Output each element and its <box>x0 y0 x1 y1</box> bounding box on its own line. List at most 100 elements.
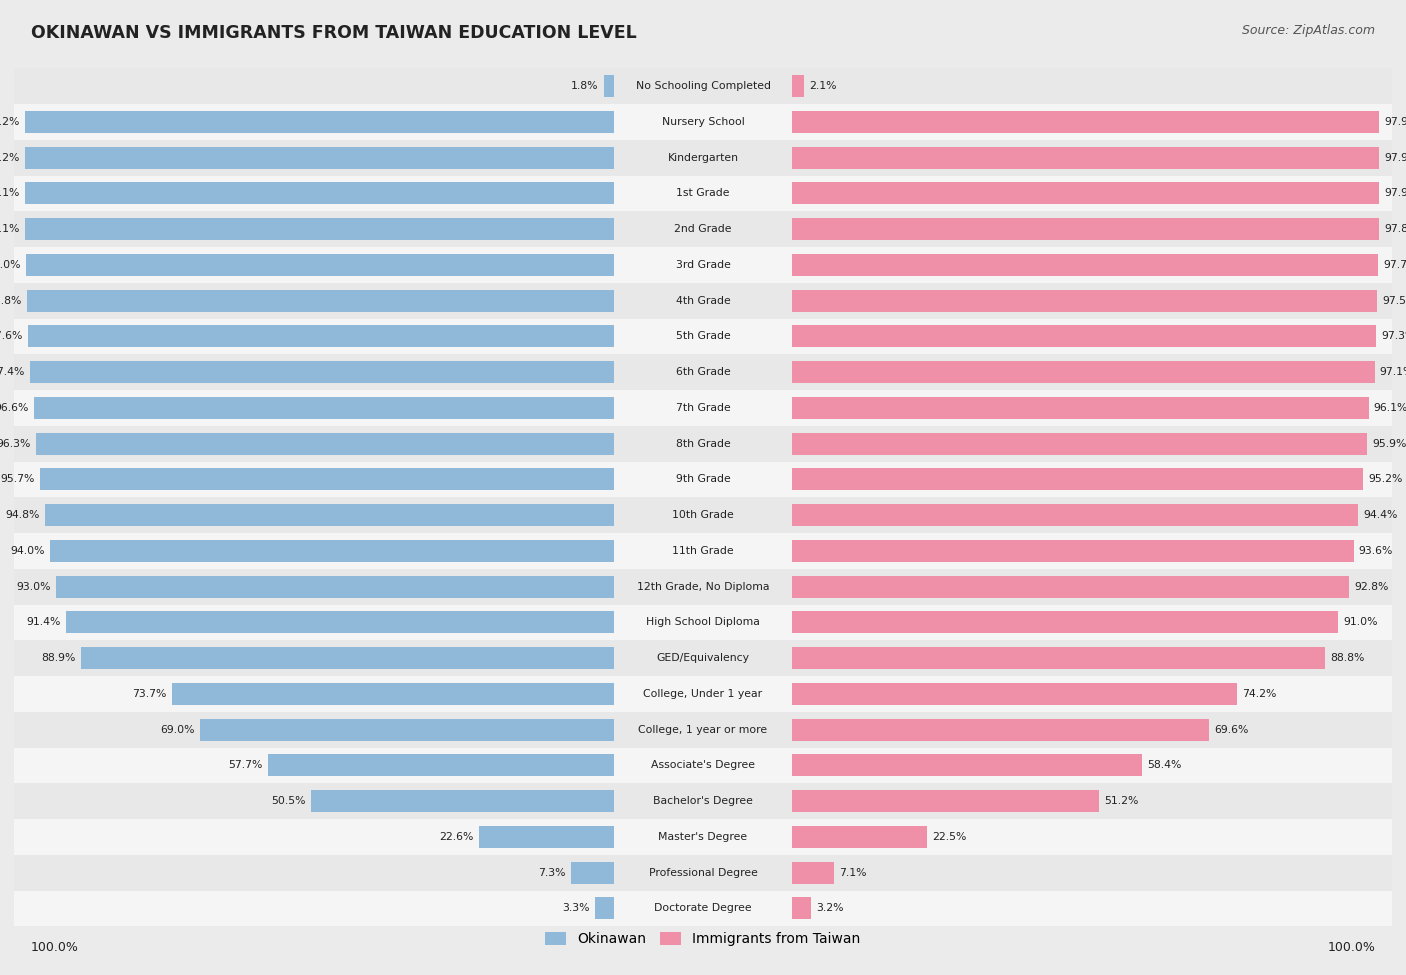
Bar <box>14 783 1392 819</box>
Bar <box>14 641 1392 676</box>
Text: 88.8%: 88.8% <box>1330 653 1364 663</box>
Text: 2nd Grade: 2nd Grade <box>675 224 731 234</box>
Text: 97.1%: 97.1% <box>1379 368 1406 377</box>
Text: 57.7%: 57.7% <box>228 760 263 770</box>
Bar <box>37 433 614 454</box>
Bar <box>478 826 614 848</box>
Bar <box>25 182 614 205</box>
Bar <box>30 361 614 383</box>
Text: 73.7%: 73.7% <box>132 689 167 699</box>
Text: 97.6%: 97.6% <box>0 332 24 341</box>
Text: 3.2%: 3.2% <box>815 904 844 914</box>
Bar <box>792 218 1379 240</box>
Text: 96.3%: 96.3% <box>0 439 31 448</box>
Text: 97.5%: 97.5% <box>1382 295 1406 305</box>
Text: 88.9%: 88.9% <box>41 653 76 663</box>
Text: Professional Degree: Professional Degree <box>648 868 758 878</box>
Text: 5th Grade: 5th Grade <box>676 332 730 341</box>
Bar <box>14 568 1392 604</box>
Text: 4th Grade: 4th Grade <box>676 295 730 305</box>
Bar <box>25 111 614 133</box>
Bar <box>14 319 1392 354</box>
Bar <box>792 433 1367 454</box>
Bar <box>792 647 1324 669</box>
Text: 97.9%: 97.9% <box>1385 117 1406 127</box>
Text: Master's Degree: Master's Degree <box>658 832 748 841</box>
Text: 98.0%: 98.0% <box>0 260 21 270</box>
Legend: Okinawan, Immigrants from Taiwan: Okinawan, Immigrants from Taiwan <box>540 927 866 952</box>
Text: 11th Grade: 11th Grade <box>672 546 734 556</box>
Text: 98.2%: 98.2% <box>0 153 20 163</box>
Text: Doctorate Degree: Doctorate Degree <box>654 904 752 914</box>
Text: 91.0%: 91.0% <box>1343 617 1378 627</box>
Text: 8th Grade: 8th Grade <box>676 439 730 448</box>
Text: College, 1 year or more: College, 1 year or more <box>638 724 768 734</box>
Bar <box>792 790 1099 812</box>
Text: 69.6%: 69.6% <box>1215 724 1249 734</box>
Text: 94.8%: 94.8% <box>6 510 39 520</box>
Bar <box>39 468 614 490</box>
Text: 9th Grade: 9th Grade <box>676 475 730 485</box>
Bar <box>792 397 1368 419</box>
Bar <box>792 468 1364 490</box>
Text: 74.2%: 74.2% <box>1243 689 1277 699</box>
Bar <box>14 890 1392 926</box>
Text: 93.0%: 93.0% <box>17 582 51 592</box>
Bar <box>792 575 1348 598</box>
Bar <box>56 575 614 598</box>
Text: 100.0%: 100.0% <box>1327 941 1375 954</box>
Text: 96.6%: 96.6% <box>0 403 30 412</box>
Bar <box>14 176 1392 212</box>
Bar <box>14 604 1392 641</box>
Bar <box>14 104 1392 139</box>
Bar <box>603 75 614 98</box>
Text: 3rd Grade: 3rd Grade <box>675 260 731 270</box>
Text: 1.8%: 1.8% <box>571 81 599 91</box>
Text: 98.1%: 98.1% <box>0 224 20 234</box>
Bar <box>792 897 811 919</box>
Bar <box>25 146 614 169</box>
Bar <box>14 712 1392 748</box>
Text: 91.4%: 91.4% <box>27 617 60 627</box>
Bar <box>66 611 614 634</box>
Text: 7.3%: 7.3% <box>538 868 565 878</box>
Text: 10th Grade: 10th Grade <box>672 510 734 520</box>
Bar <box>792 682 1237 705</box>
Bar <box>27 290 614 312</box>
Bar <box>792 326 1375 347</box>
Bar <box>792 719 1209 741</box>
Bar <box>792 862 834 883</box>
Text: GED/Equivalency: GED/Equivalency <box>657 653 749 663</box>
Text: 97.9%: 97.9% <box>1385 153 1406 163</box>
Text: Nursery School: Nursery School <box>662 117 744 127</box>
Bar <box>14 855 1392 890</box>
Bar <box>311 790 614 812</box>
Text: 100.0%: 100.0% <box>31 941 79 954</box>
Bar <box>45 504 614 526</box>
Bar <box>14 390 1392 426</box>
Text: 58.4%: 58.4% <box>1147 760 1182 770</box>
Bar <box>35 397 614 419</box>
Bar <box>51 540 614 562</box>
Text: 6th Grade: 6th Grade <box>676 368 730 377</box>
Text: 69.0%: 69.0% <box>160 724 195 734</box>
Bar <box>80 647 614 669</box>
Bar <box>28 326 614 347</box>
Text: 97.4%: 97.4% <box>0 368 24 377</box>
Bar <box>25 218 614 240</box>
Bar <box>14 283 1392 319</box>
Text: 3.3%: 3.3% <box>562 904 589 914</box>
Text: Kindergarten: Kindergarten <box>668 153 738 163</box>
Text: 94.0%: 94.0% <box>10 546 45 556</box>
Text: 7.1%: 7.1% <box>839 868 868 878</box>
Bar <box>792 755 1142 776</box>
Bar <box>14 139 1392 176</box>
Text: 95.7%: 95.7% <box>0 475 35 485</box>
Bar <box>792 504 1358 526</box>
Bar <box>595 897 614 919</box>
Text: 97.3%: 97.3% <box>1381 332 1406 341</box>
Text: 98.1%: 98.1% <box>0 188 20 198</box>
Text: 97.9%: 97.9% <box>1385 188 1406 198</box>
Bar <box>792 826 927 848</box>
Bar <box>792 182 1379 205</box>
